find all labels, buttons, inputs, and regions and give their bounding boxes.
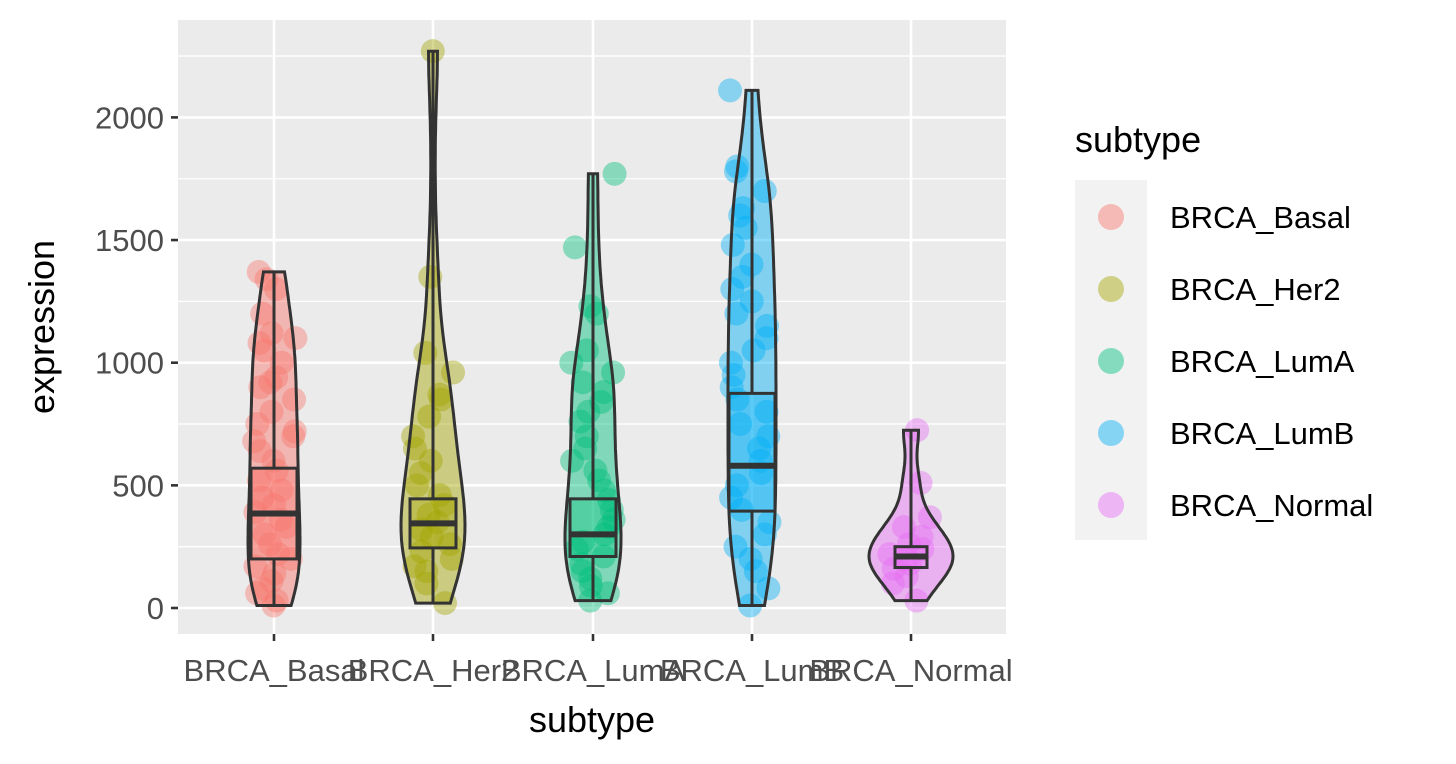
data-point [562, 235, 587, 260]
legend-key [1098, 420, 1124, 446]
data-point [250, 485, 275, 510]
legend-key [1098, 204, 1124, 230]
data-point [259, 321, 284, 346]
data-point [264, 365, 289, 390]
data-point [401, 424, 426, 449]
legend-key [1098, 348, 1124, 374]
data-point [252, 522, 277, 547]
y-axis-title: expression [21, 240, 62, 414]
data-point [591, 380, 616, 405]
data-point [719, 485, 744, 510]
legend-label: BRCA_Her2 [1170, 272, 1341, 307]
legend: subtype BRCA_Basal BRCA_Her2 BRCA_LumA BRCA… [1075, 119, 1373, 540]
data-point [583, 458, 608, 483]
data-point [282, 387, 307, 412]
legend-label: BRCA_Normal [1170, 488, 1373, 523]
data-point [250, 576, 275, 601]
data-point [743, 559, 768, 584]
data-point [578, 566, 603, 591]
data-point [754, 326, 779, 351]
data-point [283, 326, 308, 351]
data-point [896, 532, 921, 557]
data-point [409, 539, 434, 564]
data-point [419, 524, 444, 549]
data-point [730, 264, 755, 289]
data-point [747, 436, 772, 461]
data-point [720, 232, 745, 257]
x-axis: BRCA_BasalBRCA_Her2BRCA_LumABRCA_LumBBRC… [184, 634, 1013, 688]
legend-label: BRCA_LumA [1170, 344, 1355, 379]
legend-label: BRCA_LumB [1170, 416, 1354, 451]
x-tick-label: BRCA_LumB [660, 653, 844, 688]
x-tick-label: BRCA_Basal [184, 653, 365, 688]
data-point [754, 399, 779, 424]
data-point [269, 350, 294, 375]
data-point [246, 259, 271, 284]
data-point [404, 473, 429, 498]
x-tick-label: BRCA_Normal [809, 653, 1012, 688]
data-point [408, 461, 433, 486]
x-tick-label: BRCA_LumA [501, 653, 686, 688]
data-point [909, 524, 934, 549]
y-tick-label: 1000 [95, 346, 164, 381]
data-point [264, 458, 289, 483]
data-point [258, 532, 283, 557]
data-point [724, 473, 749, 498]
x-tick-label: BRCA_Her2 [348, 653, 519, 688]
data-point [252, 338, 277, 363]
data-point [591, 478, 616, 503]
data-point [248, 375, 273, 400]
box [727, 391, 777, 513]
data-point [578, 573, 603, 598]
y-tick-label: 0 [147, 591, 164, 626]
y-axis: 0 500 1000 1500 2000 [95, 100, 178, 626]
y-tick-label: 500 [112, 468, 164, 503]
data-point [589, 389, 614, 414]
data-point [570, 370, 595, 395]
data-point [741, 338, 766, 363]
data-point [894, 564, 919, 589]
data-point [281, 424, 306, 449]
data-point [573, 436, 598, 461]
data-point [752, 522, 777, 547]
data-point [269, 478, 294, 503]
legend-label: BRCA_Basal [1170, 200, 1351, 235]
data-point [720, 277, 745, 302]
box [568, 497, 618, 558]
legend-key [1098, 492, 1124, 518]
data-point [570, 559, 595, 584]
data-point [242, 429, 267, 454]
x-axis-title: subtype [529, 699, 655, 740]
legend-key [1098, 276, 1124, 302]
data-point [264, 277, 289, 302]
data-point [259, 569, 284, 594]
data-point [568, 409, 593, 434]
data-point [718, 78, 743, 103]
data-point [247, 439, 272, 464]
y-tick-label: 1500 [95, 223, 164, 258]
data-point [560, 448, 585, 473]
boxplots [249, 51, 929, 606]
data-point [602, 161, 627, 186]
legend-title: subtype [1075, 119, 1201, 160]
data-point [731, 196, 756, 221]
data-point [418, 448, 443, 473]
legend-key-background [1075, 180, 1147, 540]
data-point [282, 419, 307, 444]
data-point [258, 370, 283, 395]
data-point [439, 546, 464, 571]
y-tick-label: 2000 [95, 100, 164, 135]
data-point [428, 387, 453, 412]
data-point [418, 264, 443, 289]
data-point [728, 412, 753, 437]
data-point [274, 515, 299, 540]
data-point [259, 399, 284, 424]
data-point [246, 468, 271, 493]
data-point [755, 313, 780, 338]
data-point [718, 350, 743, 375]
data-point [417, 404, 442, 429]
